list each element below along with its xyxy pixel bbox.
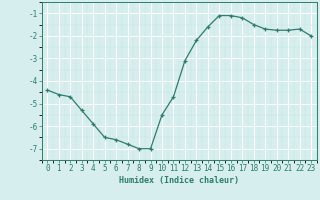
X-axis label: Humidex (Indice chaleur): Humidex (Indice chaleur) xyxy=(119,176,239,185)
